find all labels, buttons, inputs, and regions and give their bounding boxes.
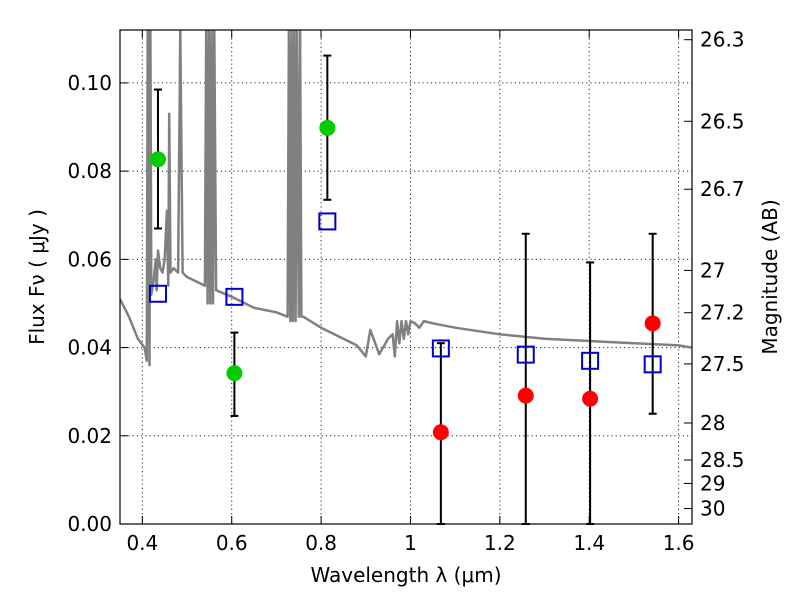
y2-tick-label: 29 xyxy=(700,471,725,495)
plot-frame xyxy=(119,29,693,525)
x-tick-label: 0.8 xyxy=(305,531,337,555)
y-axis-title: Flux Fν ( μJy ) xyxy=(25,209,49,345)
x-tick-label: 1.6 xyxy=(663,531,695,555)
y2-tick-label: 28 xyxy=(700,411,725,435)
data-points xyxy=(148,54,662,525)
y2-axis-title: Magnitude (AB) xyxy=(758,199,782,354)
model-flux-marker xyxy=(225,287,244,306)
model-spectrum xyxy=(120,30,692,367)
y-tick-label: 0.08 xyxy=(67,159,112,183)
y-tick-label: 0.06 xyxy=(67,247,112,271)
x-axis-title: Wavelength λ (μm) xyxy=(310,563,501,587)
axis-ticks: 0.4 0.6 0.8 1 1.2 1.4 1.6 0.00 0.02 0.04 0.06 0.08 0… xyxy=(67,28,744,555)
data-point xyxy=(226,365,243,382)
model-flux-marker xyxy=(148,284,167,303)
y-tick-label: 0.04 xyxy=(67,336,112,360)
y2-tick-label: 27 xyxy=(700,258,725,282)
x-tick-label: 1 xyxy=(404,531,417,555)
data-point xyxy=(517,387,534,404)
x-tick-label: 1.2 xyxy=(484,531,516,555)
data-point xyxy=(319,119,336,136)
model-flux-marker xyxy=(516,345,535,364)
x-tick-label: 1.4 xyxy=(573,531,605,555)
model-flux-marker xyxy=(581,351,600,370)
y2-tick-label: 30 xyxy=(700,497,725,521)
data-point xyxy=(149,151,166,168)
model-flux-marker xyxy=(643,355,662,374)
y-tick-label: 0.02 xyxy=(67,424,112,448)
model-spectrum-line xyxy=(120,30,692,367)
y-tick-label: 0.10 xyxy=(67,71,112,95)
model-flux-marker xyxy=(318,212,337,231)
data-point xyxy=(582,390,599,407)
y-tick-label: 0.00 xyxy=(67,512,112,536)
x-tick-label: 0.6 xyxy=(216,531,248,555)
y2-tick-label: 26.3 xyxy=(700,28,745,52)
y2-tick-label: 26.7 xyxy=(700,177,745,201)
y2-tick-label: 27.2 xyxy=(700,301,745,325)
model-flux-marker xyxy=(431,339,450,358)
data-point xyxy=(644,315,661,332)
y2-tick-label: 28.5 xyxy=(700,448,745,472)
y2-tick-label: 26.5 xyxy=(700,109,745,133)
data-point xyxy=(432,424,449,441)
x-tick-label: 0.4 xyxy=(126,531,158,555)
y2-tick-label: 27.5 xyxy=(700,352,745,376)
